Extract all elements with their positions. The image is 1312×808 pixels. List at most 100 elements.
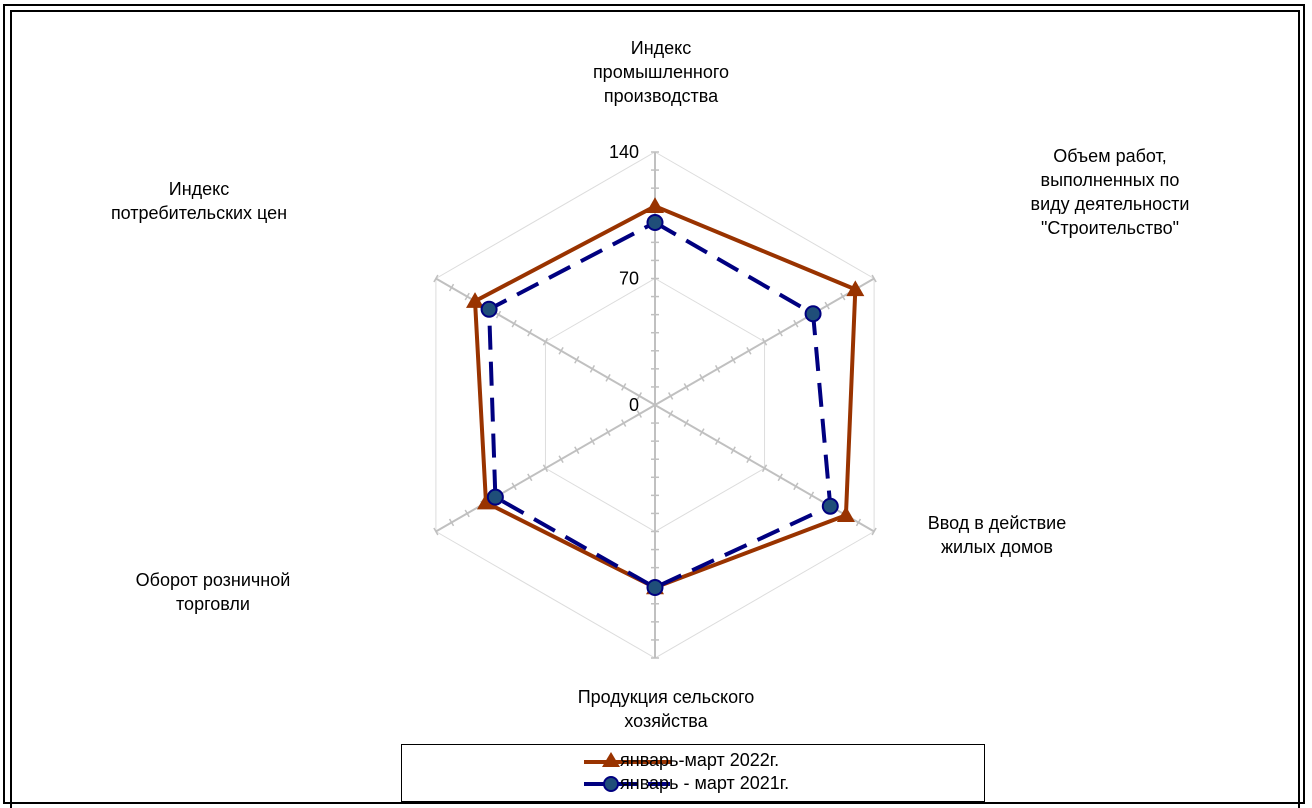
axis-tick	[761, 337, 768, 346]
axis-tick	[511, 319, 517, 328]
axis-tick	[746, 455, 752, 464]
axis-tick	[746, 346, 752, 355]
axis-tick	[448, 283, 455, 292]
category-label-line: промышленного	[593, 62, 729, 82]
category-label-line: производства	[604, 86, 719, 106]
category-labels: Индекс промышленного производства Объем раб…	[111, 38, 1190, 731]
series-1-point-1	[804, 305, 822, 323]
category-label-line: Ввод в действие	[928, 513, 1067, 533]
legend-label-2021: январь - март 2021г.	[620, 773, 790, 793]
category-label-line: Продукция сельского	[578, 687, 755, 707]
legend-item-2022: январь-март 2022г.	[402, 749, 984, 771]
legend-swatch-2021	[584, 776, 672, 792]
series-0-point-1	[846, 280, 865, 297]
axis-tick	[433, 527, 439, 536]
series-0-point-5	[466, 292, 485, 308]
axis-tick	[448, 518, 455, 527]
tick-label-140: 140	[609, 142, 639, 162]
category-label-line: Индекс	[169, 179, 229, 199]
axis-tick	[683, 383, 689, 391]
category-label-line: Объем работ,	[1053, 146, 1167, 166]
series-1-point-2	[821, 497, 839, 515]
axis-tick	[464, 292, 470, 301]
axis-tick	[824, 301, 830, 310]
axis-tick	[511, 482, 517, 491]
category-label-1: Объем работ, выполненных по виду деятельно…	[1031, 146, 1190, 238]
legend-swatch-2022	[584, 752, 672, 767]
category-label-3: Продукция сельского хозяйства	[578, 687, 755, 731]
axis-tick	[777, 473, 783, 482]
series-1-point-3	[646, 579, 664, 597]
axis-tick	[542, 337, 549, 346]
axis-tick	[558, 455, 564, 464]
axis-tick	[761, 464, 768, 473]
axis-tick	[605, 374, 611, 382]
category-label-line: Индекс	[631, 38, 691, 58]
axis-tick	[793, 319, 799, 328]
category-label-line: потребительских цен	[111, 203, 287, 223]
axis-tick	[574, 355, 580, 364]
axis-tick	[558, 346, 564, 355]
radar-series	[466, 197, 865, 597]
series-1-point-5	[480, 300, 498, 318]
series-1	[480, 213, 839, 597]
axis-tick	[683, 419, 689, 427]
category-label-line: виду деятельности	[1031, 194, 1190, 214]
series-0	[466, 197, 865, 595]
series-1-point-4	[486, 488, 504, 506]
axis-tick	[636, 410, 642, 418]
category-label-5: Индекс потребительских цен	[111, 179, 287, 223]
axis-tick	[574, 446, 580, 455]
axis-tick	[730, 446, 736, 455]
category-label-line: Оборот розничной	[136, 570, 291, 590]
axis-tick	[777, 328, 783, 337]
series-0-point-0	[646, 197, 664, 213]
axis-tick	[871, 527, 877, 536]
tick-label-70: 70	[619, 269, 639, 289]
axis-tick	[668, 410, 674, 418]
axis-tick	[714, 365, 721, 373]
axis-tick	[589, 365, 596, 373]
chart-border-outer	[3, 4, 1305, 804]
axis-tick	[699, 428, 705, 436]
axis-tick	[699, 374, 705, 382]
legend-item-2021: январь - март 2021г.	[402, 772, 984, 794]
axis-tick	[808, 491, 815, 500]
legend: январь-март 2022г. январь - март 2021г.	[401, 744, 985, 802]
axis-tick	[621, 383, 627, 391]
axis-tick	[495, 310, 502, 319]
category-label-line: хозяйства	[624, 711, 708, 731]
axis-tick	[668, 392, 674, 400]
axis-tick	[589, 437, 596, 445]
axis-tick	[605, 428, 611, 436]
axis-tick	[871, 274, 877, 283]
axis-tick	[542, 464, 549, 473]
category-label-2: Ввод в действие жилых домов	[928, 513, 1067, 557]
tick-label-0: 0	[629, 395, 639, 415]
axis-tick	[714, 437, 721, 445]
axis-tick	[730, 355, 736, 364]
axis-tick	[636, 392, 642, 400]
category-label-0: Индекс промышленного производства	[593, 38, 729, 106]
category-label-line: "Строительство"	[1041, 218, 1179, 238]
axis-tick	[840, 292, 846, 301]
category-label-line: торговли	[176, 594, 250, 614]
series-0-point-2	[836, 506, 855, 522]
axis-tick	[855, 518, 862, 527]
axis-tick	[527, 473, 533, 482]
category-label-4: Оборот розничной торговли	[136, 570, 291, 614]
axis-tick	[621, 419, 627, 427]
series-line-0	[473, 204, 858, 590]
axis-tick	[464, 509, 470, 518]
axis-tick	[433, 274, 439, 283]
legend-label-2022: январь-март 2022г.	[620, 750, 780, 770]
series-1-point-0	[646, 213, 664, 231]
category-label-line: выполненных по	[1041, 170, 1180, 190]
radial-tick-labels: 0 70 140	[609, 142, 639, 415]
series-line-1	[487, 220, 833, 590]
category-label-line: жилых домов	[941, 537, 1053, 557]
axis-tick	[793, 482, 799, 491]
axis-tick	[527, 328, 533, 337]
chart-border-inner	[10, 10, 1300, 808]
